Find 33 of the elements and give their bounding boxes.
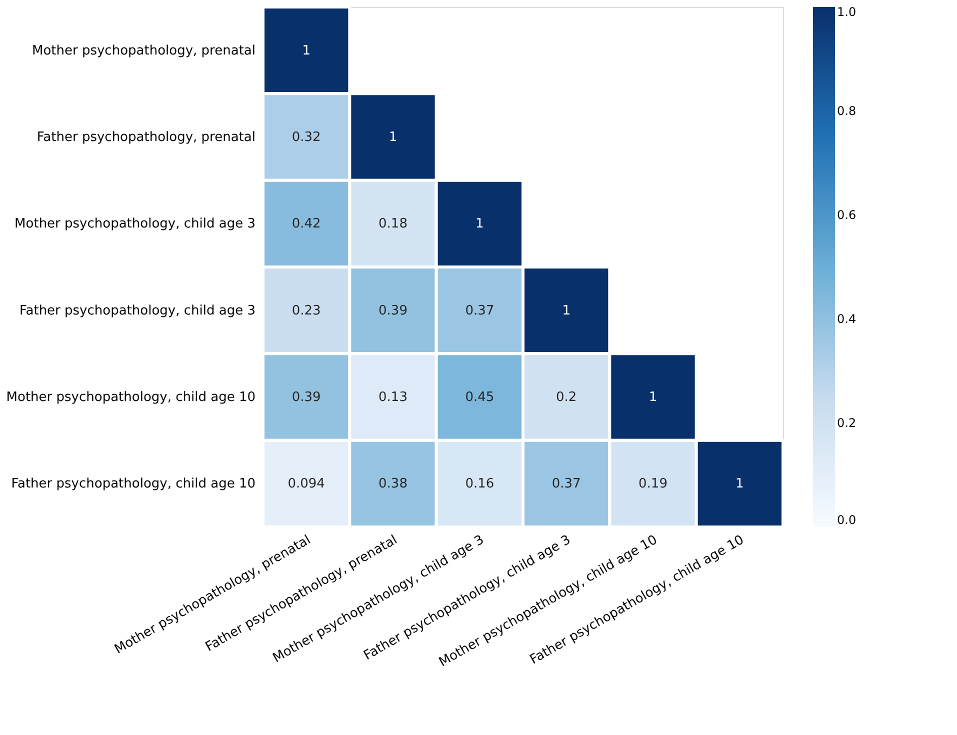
- color-bar-label: 0.6: [837, 208, 856, 222]
- data-label: 0.38: [378, 476, 408, 492]
- data-label: 0.16: [465, 476, 494, 492]
- data-label: 0.39: [292, 390, 321, 405]
- color-bar-label: 0.8: [837, 104, 856, 118]
- data-label: 0.19: [638, 476, 668, 492]
- data-label: 1: [476, 216, 484, 232]
- y-tick-label: Father psychopathology, prenatal: [36, 130, 256, 145]
- color-bar-label: 0.2: [837, 416, 856, 430]
- y-tick-label: Mother psychopathology, prenatal: [32, 43, 256, 58]
- data-label: 1: [388, 130, 398, 145]
- data-label: 0.13: [378, 390, 408, 405]
- y-tick-label: Father psychopathology, child age 3: [19, 303, 256, 318]
- y-tick-label: Mother psychopathology, child age 10: [6, 390, 256, 405]
- color-bar-label: 1.0: [837, 5, 856, 19]
- data-label: 0.2: [556, 390, 577, 405]
- data-label: 0.42: [292, 216, 321, 232]
- data-label: 0.45: [465, 390, 494, 405]
- data-label: 0.094: [288, 476, 325, 492]
- data-label: 1: [736, 476, 744, 492]
- color-bar-label: 0.0: [837, 513, 856, 527]
- data-label: 0.23: [292, 303, 321, 318]
- data-label: 1: [302, 43, 310, 58]
- data-label: 0.18: [378, 216, 408, 232]
- color-bar-label: 0.4: [837, 312, 856, 326]
- data-label: 0.32: [292, 130, 321, 145]
- data-label: 1: [648, 390, 658, 405]
- y-tick-label: Father psychopathology, child age 10: [11, 476, 256, 492]
- data-label: 0.37: [552, 476, 581, 492]
- data-label: 0.39: [378, 303, 408, 318]
- data-label: 1: [562, 303, 570, 318]
- y-tick-label: Mother psychopathology, child age 3: [14, 216, 256, 232]
- data-label: 0.37: [465, 303, 494, 318]
